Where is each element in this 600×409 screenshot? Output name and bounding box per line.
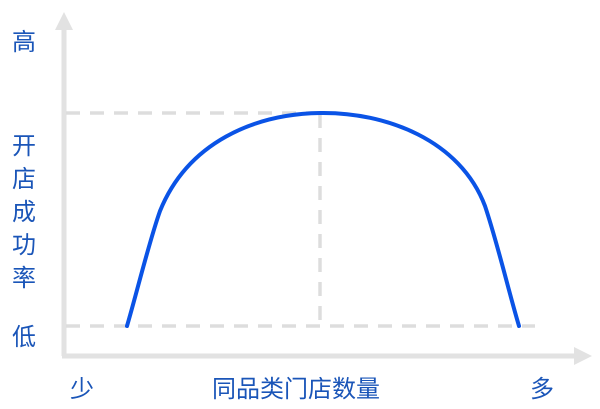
x-axis-high-label: 多 bbox=[530, 375, 554, 403]
y-axis-low-label: 低 bbox=[12, 323, 36, 351]
x-axis-low-label: 少 bbox=[70, 375, 94, 403]
y-axis-arrow-icon bbox=[55, 12, 73, 30]
x-axis-arrow-icon bbox=[574, 347, 592, 365]
x-axis-title: 同品类门店数量 bbox=[212, 375, 380, 403]
y-axis-high-label: 高 bbox=[12, 28, 36, 56]
y-axis-title: 开店成功率 bbox=[12, 132, 36, 292]
success-rate-curve bbox=[125, 110, 521, 328]
